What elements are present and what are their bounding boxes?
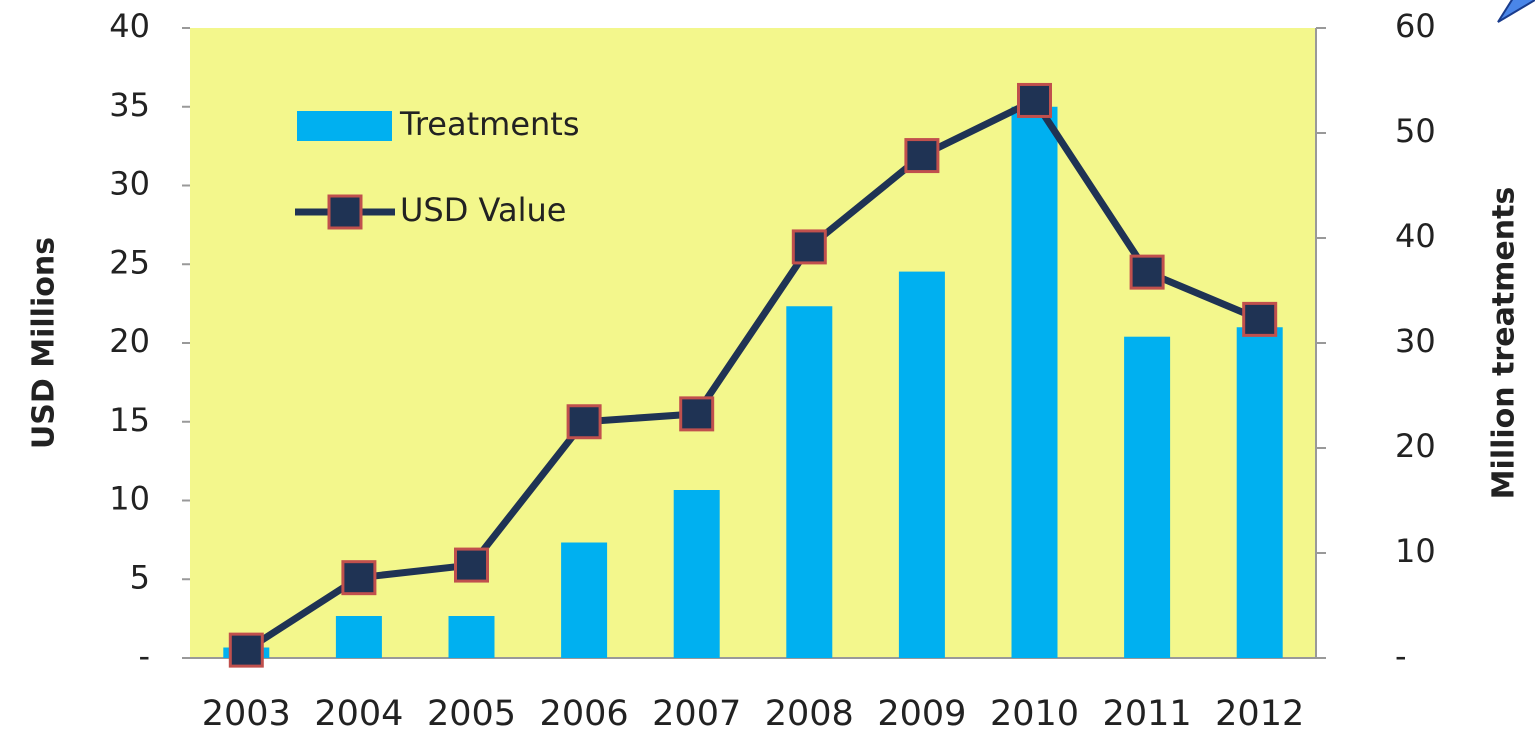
x-tick-label: 2004 xyxy=(314,694,403,734)
marker xyxy=(341,560,377,596)
y-tick-label: 10 xyxy=(109,480,150,518)
y2-tick-label: - xyxy=(1395,637,1407,675)
y2-tick-label: 30 xyxy=(1395,322,1436,360)
arrow-decoration xyxy=(1497,0,1535,23)
marker xyxy=(1017,82,1052,118)
legend-swatch xyxy=(297,111,392,141)
x-tick-label: 2005 xyxy=(427,694,516,734)
y-tick-label: 40 xyxy=(109,7,150,45)
x-tick-label: 2011 xyxy=(1103,694,1192,734)
y2-tick-label: 20 xyxy=(1395,427,1436,465)
x-tick-label: 2006 xyxy=(540,694,629,734)
bar xyxy=(1124,336,1171,658)
marker xyxy=(454,547,489,583)
bar xyxy=(786,306,833,658)
y-tick-label: 15 xyxy=(109,401,150,439)
y-axis-label: USD Millions xyxy=(27,237,62,449)
bar xyxy=(335,616,382,658)
y2-tick-label: 10 xyxy=(1395,532,1436,570)
marker xyxy=(566,404,602,440)
y2-tick-label: 40 xyxy=(1395,217,1436,255)
bar xyxy=(898,271,945,658)
marker xyxy=(1242,301,1278,337)
x-tick-label: 2009 xyxy=(877,694,966,734)
legend-marker xyxy=(327,194,363,230)
marker xyxy=(791,229,827,265)
bar xyxy=(1236,327,1283,658)
bar xyxy=(561,542,608,658)
y-tick-label: 20 xyxy=(109,322,150,360)
x-tick-label: 2008 xyxy=(765,694,854,734)
y-tick-label: - xyxy=(138,637,150,675)
y-tick-label: 5 xyxy=(130,558,150,596)
bar xyxy=(673,490,720,658)
y-tick-label: 25 xyxy=(109,243,150,281)
x-tick-label: 2012 xyxy=(1215,694,1304,734)
legend-label: USD Value xyxy=(400,191,566,229)
marker xyxy=(228,632,264,668)
y2-axis-label: Million treatments xyxy=(1487,187,1522,500)
marker xyxy=(904,138,940,174)
line xyxy=(244,96,1262,654)
y-tick-label: 35 xyxy=(109,86,150,124)
y2-tick-label: 60 xyxy=(1395,7,1436,45)
y2-tick-label: 50 xyxy=(1395,112,1436,150)
marker xyxy=(1129,254,1165,290)
x-tick-label: 2007 xyxy=(652,694,741,734)
legend-label: Treatments xyxy=(399,105,580,143)
bar xyxy=(1011,106,1058,658)
marker xyxy=(679,396,715,432)
y-tick-label: 30 xyxy=(109,165,150,203)
bar xyxy=(448,616,495,658)
x-tick-label: 2010 xyxy=(990,694,1079,734)
x-tick-label: 2003 xyxy=(202,694,291,734)
